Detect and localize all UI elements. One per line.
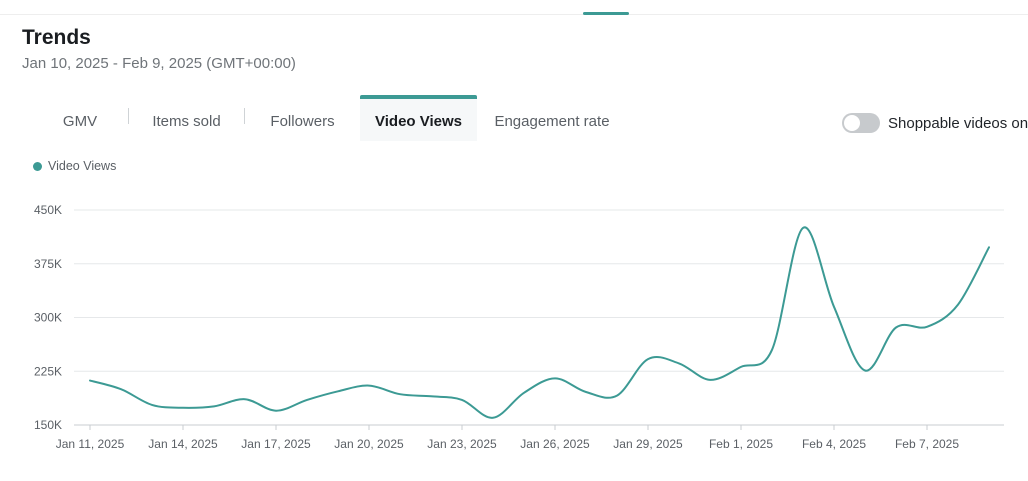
tab-separator: [128, 108, 129, 124]
tab-items-sold[interactable]: Items sold: [129, 95, 244, 141]
x-tick-label: Jan 26, 2025: [520, 437, 590, 451]
tab-label: Items sold: [152, 112, 221, 130]
x-tick-label: Jan 11, 2025: [56, 437, 125, 451]
x-tick-label: Feb 7, 2025: [895, 437, 959, 451]
legend-label: Video Views: [48, 159, 117, 173]
x-tick-label: Jan 29, 2025: [613, 437, 683, 451]
y-tick-label: 150K: [34, 418, 62, 432]
x-tick-label: Feb 1, 2025: [709, 437, 773, 451]
tab-video-views[interactable]: Video Views: [360, 95, 477, 141]
chart-grid: [74, 209, 1004, 426]
tab-followers[interactable]: Followers: [245, 95, 360, 141]
series-line-video-views: [89, 226, 990, 419]
series-layer: [89, 226, 990, 419]
y-tick-label: 225K: [34, 364, 62, 378]
shoppable-videos-toggle-group: Shoppable videos on: [842, 113, 1028, 133]
tab-label: Followers: [270, 112, 335, 130]
x-tick-label: Jan 14, 2025: [148, 437, 218, 451]
tab-engagement-rate[interactable]: Engagement rate: [477, 95, 627, 141]
shoppable-videos-toggle[interactable]: [842, 113, 880, 133]
x-tick-label: Feb 4, 2025: [802, 437, 866, 451]
y-tick-label: 450K: [34, 203, 62, 217]
tab-label: Video Views: [375, 112, 462, 130]
top-divider: [0, 14, 1028, 15]
tab-label: Engagement rate: [494, 112, 610, 130]
x-tick-label: Jan 17, 2025: [241, 437, 311, 451]
metric-tabs: GMV Items sold Followers Video Views Eng…: [32, 95, 627, 141]
y-tick-label: 375K: [34, 257, 62, 271]
x-axis: Jan 11, 2025 Jan 14, 2025 Jan 17, 2025 Jan …: [56, 424, 1004, 451]
y-axis-labels: 150K 225K 300K 375K 450K: [34, 203, 62, 432]
page-title: Trends: [22, 26, 91, 49]
tab-label: GMV: [62, 112, 98, 130]
y-tick-label: 300K: [34, 311, 62, 325]
legend-dot-icon: [33, 161, 42, 171]
tab-gmv[interactable]: GMV: [32, 95, 128, 141]
chart-legend: Video Views: [33, 159, 116, 173]
tab-separator: [244, 108, 245, 124]
x-tick-label: Jan 23, 2025: [427, 437, 497, 451]
toggle-label: Shoppable videos on: [888, 114, 1028, 132]
top-tab-indicator: [583, 12, 629, 15]
x-tick-label: Jan 20, 2025: [334, 437, 404, 451]
toggle-knob: [844, 115, 860, 131]
date-range: Jan 10, 2025 - Feb 9, 2025 (GMT+00:00): [22, 55, 296, 72]
